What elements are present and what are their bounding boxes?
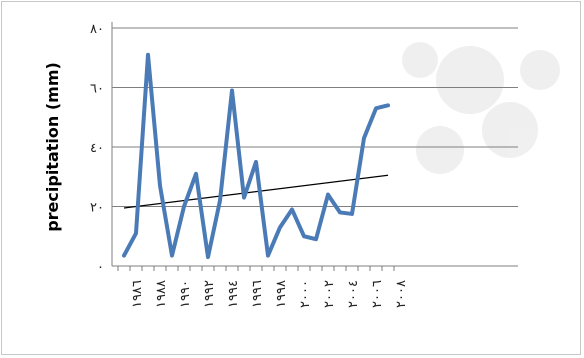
y-tick-label: ٨٠ (90, 22, 104, 37)
data-point (194, 172, 198, 176)
x-tick-label: ٢٠٠٠ (298, 280, 313, 308)
data-point (230, 88, 234, 92)
x-tick-label: ٢٠٠٤ (346, 280, 361, 308)
data-point (302, 234, 306, 238)
x-tick-label: ١٩٩٤ (226, 280, 241, 308)
x-tick-labels: ١٩٨٦ ١٩٨٨ ١٩٩٠ ١٩٩٢ ١٩٩٤ ١٩٩٦ ١٩٩٨ ٢٠٠٠ ٢٠٠٢ ٢٠٠٤… (130, 280, 409, 308)
x-tick-label: ٢٠٠٢ (322, 280, 337, 308)
data-point (290, 207, 294, 211)
data-point (386, 103, 390, 107)
y-tick-labels: ٠ ٢٠ ٤٠ ٦٠ ٨٠ (90, 22, 104, 275)
data-point (278, 225, 282, 229)
y-tick-label: ٢٠ (90, 201, 104, 216)
y-tick-label: ٤٠ (90, 141, 104, 156)
data-point (266, 254, 270, 258)
data-point (362, 136, 366, 140)
y-axis-label: precipitation (mm) (43, 62, 62, 232)
data-point (206, 255, 210, 259)
watermark-emblem (402, 42, 560, 174)
data-point (374, 106, 378, 110)
x-tick-label: ١٩٨٦ (130, 280, 145, 308)
data-point (338, 210, 342, 214)
data-point (122, 254, 126, 258)
data-point (170, 254, 174, 258)
series-line-precipitation (122, 52, 390, 260)
data-point (254, 160, 258, 164)
data-point (146, 53, 150, 57)
x-tick-label: ١٩٩٢ (202, 280, 217, 308)
data-point (314, 237, 318, 241)
x-tick-marks (117, 266, 395, 271)
x-tick-label: ١٩٩٨ (274, 280, 289, 308)
data-point (350, 212, 354, 216)
x-tick-label: ٢٠٠٨ (394, 280, 409, 308)
series-points (122, 53, 390, 259)
data-point (218, 199, 222, 203)
data-point (134, 231, 138, 235)
data-point (182, 205, 186, 208)
data-point (158, 184, 162, 188)
x-tick-label: ١٩٨٨ (154, 280, 169, 308)
y-tick-label: ٠ (97, 260, 104, 275)
x-tick-label: ١٩٩٠ (178, 280, 193, 308)
data-point (242, 196, 246, 200)
trendline (123, 174, 389, 209)
data-point (326, 193, 330, 197)
gridlines (112, 27, 518, 207)
x-tick-label: ١٩٩٦ (250, 280, 265, 308)
y-tick-label: ٦٠ (90, 82, 104, 97)
x-tick-label: ٢٠٠٦ (370, 280, 385, 308)
